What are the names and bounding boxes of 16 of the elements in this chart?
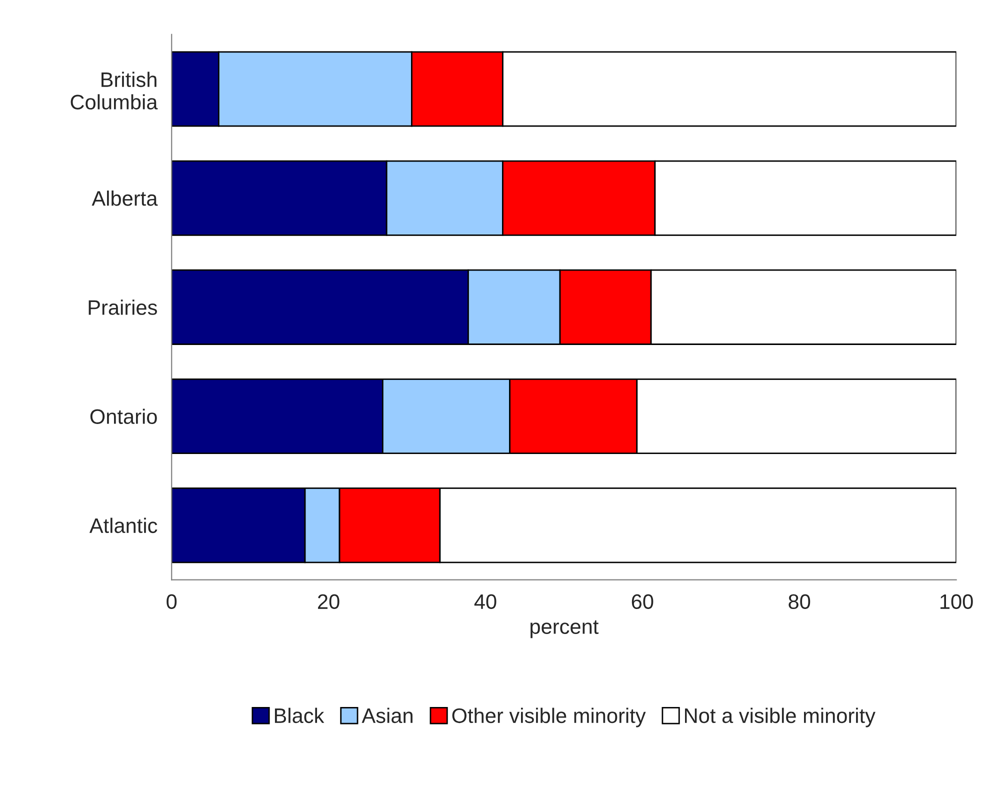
y-tick-label: Prairies: [88, 300, 157, 315]
x-tick-label: 100: [940, 594, 973, 610]
y-tick-label: British Columbia: [70, 72, 158, 110]
legend-label: Other visible minority: [452, 708, 646, 728]
legend-label: Not a visible minority: [685, 708, 876, 728]
y-tick-label: Alberta: [92, 190, 158, 206]
y-tick-label: Ontario: [90, 408, 157, 424]
x-axis-title: percent: [530, 620, 599, 638]
x-tick-label: 0: [166, 594, 177, 610]
x-tick-label: 40: [474, 594, 496, 610]
x-tick-label: 80: [788, 594, 810, 610]
y-tick-label: Atlantic: [89, 518, 158, 534]
legend-label: Asian: [362, 708, 412, 724]
legend-label: Black: [274, 708, 324, 724]
x-tick-label: 60: [632, 594, 654, 610]
x-tick-label: 20: [318, 594, 340, 610]
